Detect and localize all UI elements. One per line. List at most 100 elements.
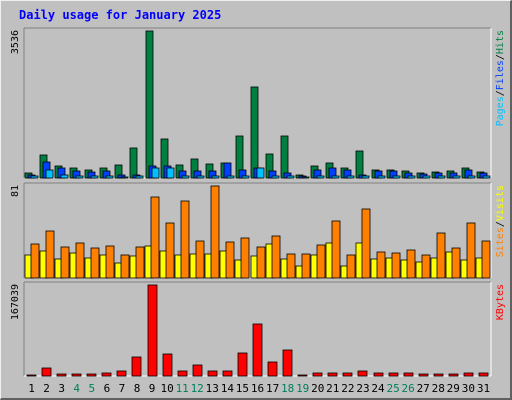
bar-kbytes-day-15 [237, 352, 248, 377]
bar-pages-day-9 [151, 167, 160, 179]
bar-sites-day-18 [286, 253, 296, 279]
bar-sites-day-21 [331, 220, 341, 279]
x-tick-label-day-8: 8 [134, 382, 141, 395]
bar-kbytes-day-7 [116, 370, 127, 377]
bar-pages-day-6 [105, 175, 114, 179]
bar-kbytes-day-18 [282, 349, 293, 377]
x-tick-label-day-20: 20 [311, 382, 324, 395]
x-tick-label-day-28: 28 [432, 382, 445, 395]
bar-kbytes-day-1 [26, 374, 37, 377]
x-tick-label-day-3: 3 [58, 382, 65, 395]
bar-pages-day-8 [135, 175, 144, 179]
bar-pages-day-17 [271, 175, 280, 179]
x-tick-label-day-30: 30 [462, 382, 475, 395]
bar-kbytes-day-23 [357, 370, 368, 377]
legend-entry: Hits [495, 30, 506, 54]
bar-pages-day-16 [256, 167, 265, 179]
x-tick-label-day-25: 25 [386, 382, 399, 395]
bar-kbytes-day-20 [312, 372, 323, 377]
x-tick-label-day-23: 23 [356, 382, 369, 395]
bar-sites-day-29 [451, 247, 461, 279]
bar-sites-day-13 [210, 185, 220, 279]
bar-pages-day-18 [286, 175, 295, 179]
x-tick-label-day-31: 31 [477, 382, 490, 395]
bar-pages-day-31 [482, 175, 491, 179]
bar-sites-day-8 [135, 246, 145, 279]
x-tick-label-day-17: 17 [266, 382, 279, 395]
bar-kbytes-day-10 [162, 353, 173, 377]
bar-sites-day-28 [436, 232, 446, 279]
bar-hits-day-18 [280, 135, 289, 179]
bar-sites-day-9 [150, 196, 160, 279]
x-tick-label-day-16: 16 [251, 382, 264, 395]
bar-hits-day-23 [355, 150, 364, 179]
bar-hits-day-9 [145, 30, 154, 179]
legend-entry: Visits [495, 185, 506, 221]
visits-panel: 81 Sites/Visits [10, 182, 506, 279]
bar-pages-day-24 [377, 175, 386, 179]
bar-pages-day-25 [392, 175, 401, 179]
x-tick-label-day-4: 4 [73, 382, 80, 395]
bar-pages-day-22 [346, 175, 355, 179]
bar-pages-day-23 [361, 175, 370, 179]
bar-sites-day-16 [256, 246, 266, 279]
legend-entry: / [495, 90, 506, 96]
x-tick-label-day-29: 29 [447, 382, 460, 395]
hits-panel-legend: Pages/Files/Hits [495, 30, 506, 126]
bar-kbytes-day-24 [373, 372, 384, 377]
legend-entry: / [495, 221, 506, 227]
bar-kbytes-day-27 [418, 373, 429, 377]
x-tick-label-day-27: 27 [417, 382, 430, 395]
bar-pages-day-11 [181, 175, 190, 179]
x-tick-label-day-14: 14 [221, 382, 235, 395]
bar-sites-day-10 [165, 222, 175, 279]
x-tick-label-day-1: 1 [28, 382, 35, 395]
bar-kbytes-day-16 [252, 323, 263, 377]
bar-kbytes-day-30 [463, 372, 474, 377]
x-tick-label-day-21: 21 [326, 382, 339, 395]
x-tick-label-day-11: 11 [176, 382, 189, 395]
bar-pages-day-15 [241, 175, 250, 179]
x-tick-label-day-6: 6 [104, 382, 111, 395]
x-tick-label-day-13: 13 [206, 382, 219, 395]
bar-kbytes-day-9 [147, 284, 158, 377]
bar-kbytes-day-29 [448, 373, 459, 377]
x-tick-label-day-12: 12 [191, 382, 204, 395]
kbytes-panel: 167039 KBytes [10, 281, 506, 377]
legend-entry: / [495, 54, 506, 60]
bar-sites-day-23 [361, 208, 371, 279]
x-tick-label-day-10: 10 [160, 382, 173, 395]
bar-sites-day-25 [391, 252, 401, 279]
bar-sites-day-6 [105, 245, 115, 279]
bar-kbytes-day-28 [433, 373, 444, 377]
bar-sites-day-31 [481, 240, 491, 279]
bar-pages-day-12 [196, 175, 205, 179]
bar-sites-day-22 [346, 254, 356, 279]
bar-pages-day-3 [60, 174, 69, 179]
bar-pages-day-29 [452, 175, 461, 179]
bar-pages-day-14 [226, 175, 235, 179]
bar-kbytes-day-3 [56, 373, 67, 377]
bar-kbytes-day-25 [388, 372, 399, 377]
bar-kbytes-day-6 [101, 372, 112, 377]
bar-sites-day-5 [90, 247, 100, 279]
bar-kbytes-day-5 [86, 373, 97, 377]
bar-sites-day-17 [271, 235, 281, 279]
legend-entry: KBytes [495, 284, 506, 320]
x-tick-label-day-7: 7 [119, 382, 126, 395]
x-tick-label-day-5: 5 [88, 382, 95, 395]
bar-sites-day-20 [316, 244, 326, 279]
bar-sites-day-7 [120, 254, 130, 279]
legend-entry: Sites [495, 227, 506, 257]
chart-title: Daily usage for January 2025 [19, 8, 221, 22]
bar-kbytes-day-14 [222, 370, 233, 377]
bar-kbytes-day-26 [403, 372, 414, 377]
bar-sites-day-30 [466, 222, 476, 279]
bar-kbytes-day-21 [327, 372, 338, 377]
bar-kbytes-day-13 [207, 370, 218, 377]
bar-pages-day-1 [30, 175, 39, 179]
bar-pages-day-21 [331, 175, 340, 179]
bar-kbytes-day-8 [131, 356, 142, 377]
bar-sites-day-12 [195, 240, 205, 279]
